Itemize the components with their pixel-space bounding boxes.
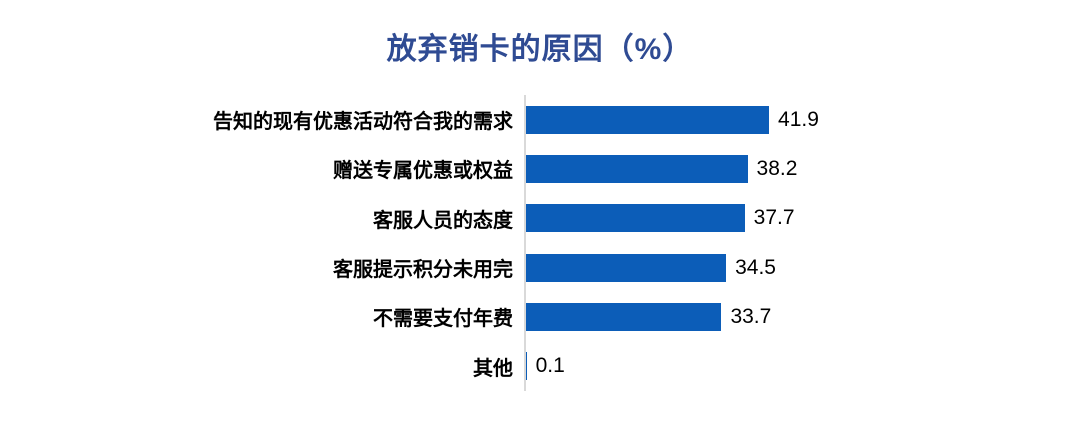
- value-label: 41.9: [778, 107, 819, 131]
- plot-cell: 37.7: [524, 193, 1080, 243]
- bar-row: 赠送专属优惠或权益 38.2: [0, 144, 1080, 194]
- plot-cell: 41.9: [524, 95, 1080, 145]
- value-label: 37.7: [753, 206, 795, 230]
- value-label: 0.1: [535, 354, 565, 378]
- category-label: 告知的现有优惠活动符合我的需求: [213, 111, 513, 134]
- plot-cell: 33.7: [524, 292, 1080, 342]
- plot-cell: 38.2: [524, 144, 1080, 194]
- bar: [526, 154, 748, 183]
- bar: [526, 352, 527, 381]
- bar-row: 其他 0.1: [0, 341, 1080, 391]
- bar: [526, 253, 727, 282]
- value-label: 34.5: [735, 255, 776, 279]
- category-label: 其他: [473, 357, 513, 380]
- bar-row: 客服人员的态度 37.7: [0, 193, 1080, 243]
- category-label: 客服提示积分未用完: [333, 259, 513, 282]
- category-label: 客服人员的态度: [373, 209, 513, 232]
- bar-chart: 告知的现有优惠活动符合我的需求 41.9 赠送专属优惠或权益 38.2 客服人员…: [0, 95, 1080, 391]
- value-label: 38.2: [756, 156, 798, 180]
- plot-cell: 0.1: [524, 341, 1080, 391]
- category-label: 不需要支付年费: [373, 308, 513, 331]
- bar-row: 不需要支付年费 33.7: [0, 292, 1080, 342]
- value-label: 33.7: [730, 304, 772, 328]
- bar-row: 告知的现有优惠活动符合我的需求 41.9: [0, 95, 1080, 145]
- bar: [526, 105, 770, 134]
- bar: [526, 204, 745, 233]
- bar-row: 客服提示积分未用完 34.5: [0, 242, 1080, 293]
- chart-title: 放弃销卡的原因（%）: [386, 33, 694, 66]
- plot-cell: 34.5: [524, 242, 1080, 293]
- bar: [526, 302, 722, 331]
- category-label: 赠送专属优惠或权益: [333, 160, 513, 183]
